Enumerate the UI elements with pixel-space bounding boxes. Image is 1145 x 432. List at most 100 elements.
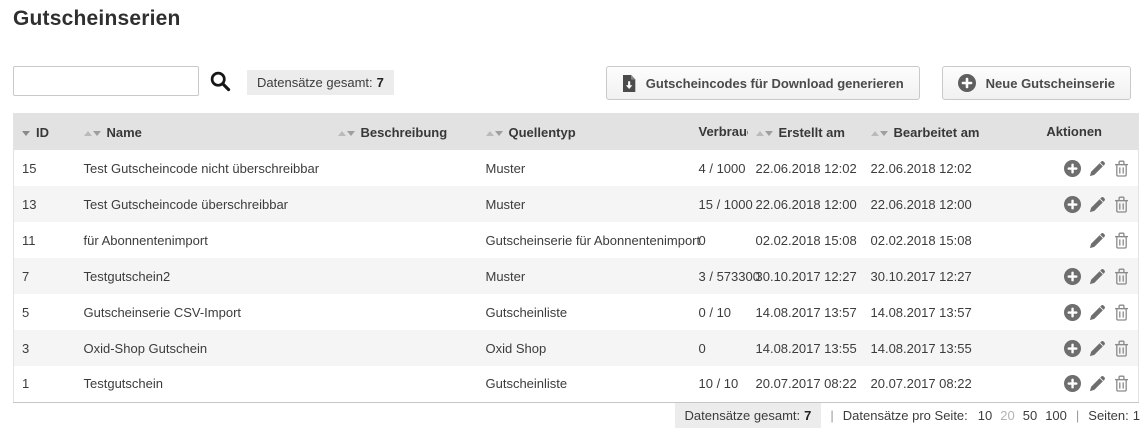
records-total-label: Datensätze gesamt: bbox=[684, 408, 801, 423]
new-gutscheinserie-label: Neue Gutscheinserie bbox=[985, 75, 1115, 91]
records-total-badge-bottom: Datensätze gesamt: 7 bbox=[674, 403, 822, 428]
add-codes-action-button[interactable] bbox=[1064, 303, 1081, 321]
trash-icon bbox=[1115, 196, 1128, 213]
delete-action-button[interactable] bbox=[1114, 196, 1129, 213]
delete-action-button[interactable] bbox=[1114, 232, 1129, 249]
add-codes-action-button[interactable] bbox=[1064, 339, 1081, 357]
cell-aktionen bbox=[1001, 366, 1139, 402]
cell-id: 3 bbox=[22, 340, 30, 356]
cell-id: 15 bbox=[22, 160, 37, 176]
trash-icon bbox=[1115, 304, 1128, 321]
records-total-value: 7 bbox=[804, 408, 812, 423]
plus-circle-icon bbox=[1064, 339, 1081, 357]
plus-circle-icon bbox=[1064, 375, 1081, 393]
sort-icons bbox=[83, 124, 101, 139]
edit-action-button[interactable] bbox=[1089, 375, 1106, 392]
cell-aktionen bbox=[1001, 330, 1139, 366]
table-row: 3 Oxid-Shop Gutschein Oxid Shop 0 14.08.2017… bbox=[13, 330, 1139, 366]
new-gutscheinserie-button[interactable]: Neue Gutscheinserie bbox=[941, 66, 1131, 100]
trash-icon bbox=[1115, 268, 1128, 285]
delete-action-button[interactable] bbox=[1114, 160, 1129, 177]
cell-beschreibung bbox=[330, 330, 478, 366]
column-header-bearbeitet[interactable]: Bearbeitet am bbox=[862, 113, 1001, 150]
cell-aktionen bbox=[1001, 258, 1139, 294]
column-header-id[interactable]: ID bbox=[13, 113, 76, 150]
add-codes-action-button[interactable] bbox=[1064, 195, 1081, 213]
add-codes-action-button[interactable] bbox=[1064, 267, 1081, 285]
cell-verbrauch: 3 / 573300 bbox=[698, 268, 760, 284]
delete-action-button[interactable] bbox=[1114, 340, 1129, 357]
edit-action-button[interactable] bbox=[1089, 268, 1106, 285]
column-label: Quellentyp bbox=[508, 124, 576, 140]
column-label: Erstellt am bbox=[778, 124, 845, 140]
table-row: 13 Test Gutscheincode überschreibbar Muste… bbox=[13, 186, 1139, 222]
page-title: Gutscheinserien bbox=[13, 7, 181, 30]
cell-quellentyp: Gutscheinliste bbox=[485, 304, 568, 320]
search-input[interactable] bbox=[13, 66, 199, 96]
cell-bearbeitet: 14.08.2017 13:55 bbox=[870, 340, 972, 356]
cell-name: Gutscheinserie CSV-Import bbox=[83, 304, 242, 320]
gutscheinserien-table: ID Name Beschreibung Quellentyp Verbrauch Ers… bbox=[13, 113, 1139, 403]
pencil-icon bbox=[1089, 160, 1105, 176]
footer-divider: | bbox=[830, 408, 834, 423]
edit-action-button[interactable] bbox=[1089, 304, 1106, 321]
table-row: 1 Testgutschein Gutscheinliste 10 / 10 20.07… bbox=[14, 366, 1139, 402]
records-total-badge: Datensätze gesamt: 7 bbox=[247, 70, 394, 95]
cell-quellentyp: Muster bbox=[485, 268, 526, 284]
edit-action-button[interactable] bbox=[1089, 232, 1106, 249]
plus-circle-icon bbox=[957, 74, 976, 92]
column-header-beschreibung[interactable]: Beschreibung bbox=[329, 113, 478, 150]
delete-action-button[interactable] bbox=[1114, 375, 1129, 392]
add-codes-action-button[interactable] bbox=[1064, 375, 1081, 393]
cell-id: 11 bbox=[22, 232, 36, 248]
per-page-option-20[interactable]: 20 bbox=[1000, 408, 1015, 423]
per-page-option-50[interactable]: 50 bbox=[1022, 408, 1038, 423]
pages-value: 1 bbox=[1132, 408, 1140, 423]
sort-icons bbox=[485, 124, 503, 139]
cell-erstellt: 14.08.2017 13:55 bbox=[755, 340, 857, 356]
cell-quellentyp: Muster bbox=[485, 160, 526, 176]
per-page-option-10[interactable]: 10 bbox=[977, 408, 993, 423]
cell-beschreibung bbox=[330, 222, 478, 258]
edit-action-button[interactable] bbox=[1089, 196, 1106, 213]
edit-action-button[interactable] bbox=[1089, 340, 1106, 357]
cell-erstellt: 14.08.2017 13:57 bbox=[755, 304, 857, 320]
cell-erstellt: 22.06.2018 12:00 bbox=[755, 196, 857, 212]
pencil-icon bbox=[1089, 304, 1105, 320]
cell-verbrauch: 0 bbox=[698, 340, 706, 356]
cell-erstellt: 30.10.2017 12:27 bbox=[755, 268, 857, 284]
toolbar-buttons: Gutscheincodes für Download generieren N… bbox=[605, 66, 1131, 100]
pencil-icon bbox=[1089, 196, 1105, 212]
records-total-label: Datensätze gesamt: bbox=[257, 75, 373, 90]
delete-action-button[interactable] bbox=[1114, 268, 1129, 285]
search-button[interactable] bbox=[208, 70, 232, 94]
table-row: 11 für Abonnentenimport Gutscheinserie für… bbox=[14, 222, 1139, 258]
sort-icons bbox=[870, 124, 888, 139]
sort-asc-icon bbox=[870, 130, 879, 136]
cell-beschreibung bbox=[330, 150, 478, 186]
trash-icon bbox=[1115, 232, 1128, 249]
column-label: Verbrauch bbox=[698, 124, 748, 139]
add-codes-action-button[interactable] bbox=[1064, 159, 1081, 177]
sort-icons bbox=[22, 124, 30, 139]
cell-quellentyp: Gutscheinserie für Abonnentenimport bbox=[485, 232, 701, 248]
cell-beschreibung bbox=[330, 294, 478, 330]
cell-verbrauch: 10 / 10 bbox=[698, 376, 739, 392]
column-label: Bearbeitet am bbox=[893, 124, 980, 140]
delete-action-button[interactable] bbox=[1114, 304, 1129, 321]
cell-id: 13 bbox=[22, 196, 37, 212]
cell-name: Testgutschein2 bbox=[83, 268, 171, 284]
plus-circle-icon bbox=[1064, 195, 1081, 213]
column-header-erstellt[interactable]: Erstellt am bbox=[747, 113, 863, 150]
column-header-name[interactable]: Name bbox=[75, 113, 330, 150]
generate-codes-button[interactable]: Gutscheincodes für Download generieren bbox=[605, 66, 920, 100]
edit-action-button[interactable] bbox=[1089, 160, 1106, 177]
sort-asc-icon bbox=[83, 130, 92, 136]
cell-verbrauch: 0 bbox=[698, 232, 706, 248]
plus-circle-icon bbox=[1064, 159, 1081, 177]
per-page-option-100[interactable]: 100 bbox=[1045, 408, 1067, 423]
column-header-quellentyp[interactable]: Quellentyp bbox=[477, 113, 691, 150]
records-total-value: 7 bbox=[376, 75, 384, 90]
cell-bearbeitet: 22.06.2018 12:02 bbox=[870, 160, 972, 176]
